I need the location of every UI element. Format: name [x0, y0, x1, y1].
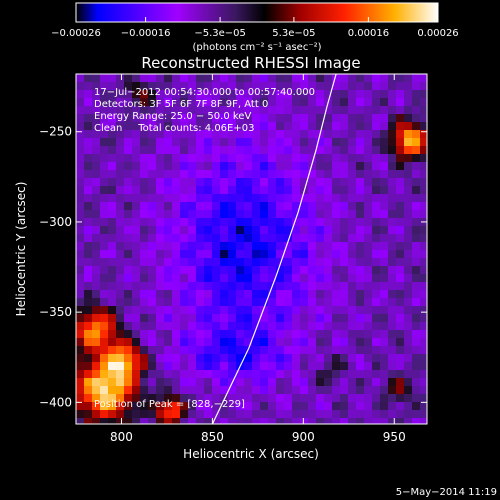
chart-title: Reconstructed RHESSI Image: [141, 54, 360, 72]
colorbar-tick-label: 0.00016: [348, 28, 389, 39]
x-tick-label: 900: [292, 430, 315, 444]
annotation-clean-counts: Clean Total counts: 4.06E+03: [94, 123, 254, 134]
annotation-detectors: Detectors: 3F 5F 6F 7F 8F 9F, Att 0: [94, 99, 268, 110]
x-tick-label: 850: [201, 430, 224, 444]
y-axis-label: Heliocentric Y (arcsec): [14, 182, 28, 317]
solar-limb-curve: [211, 74, 337, 424]
y-tick-label: −350: [39, 305, 72, 319]
colorbar-units: (photons cm⁻² s⁻¹ asec⁻²): [192, 42, 321, 53]
colorbar-tick-label: −0.00016: [121, 28, 171, 39]
y-tick-label: −400: [39, 395, 72, 409]
plot-frame: [75, 73, 428, 425]
colorbar: [76, 3, 438, 22]
colorbar-tick-label: −5.3e−05: [194, 28, 246, 39]
y-tick-label: −250: [39, 125, 72, 139]
colorbar-tick-label: 0.00026: [417, 28, 458, 39]
footer-date: 5−May−2014 11:19: [396, 487, 497, 498]
colorbar-tick-label: 5.3e−05: [272, 28, 315, 39]
x-tick-label: 950: [383, 430, 406, 444]
colorbar-tick-label: −0.00026: [51, 28, 101, 39]
x-axis-label: Heliocentric X (arcsec): [183, 447, 319, 461]
heatmap-cells: [76, 74, 427, 424]
y-tick-label: −300: [39, 215, 72, 229]
annotation-energy-range: Energy Range: 25.0 − 50.0 keV: [94, 111, 251, 122]
colorbar-frame: [75, 2, 439, 23]
annotation-time-range: 17−Jul−2012 00:54:30.000 to 00:57:40.000: [94, 87, 315, 98]
x-tick-label: 800: [110, 430, 133, 444]
annotation-peak-position: Position of Peak = [828,−229]: [94, 399, 245, 410]
